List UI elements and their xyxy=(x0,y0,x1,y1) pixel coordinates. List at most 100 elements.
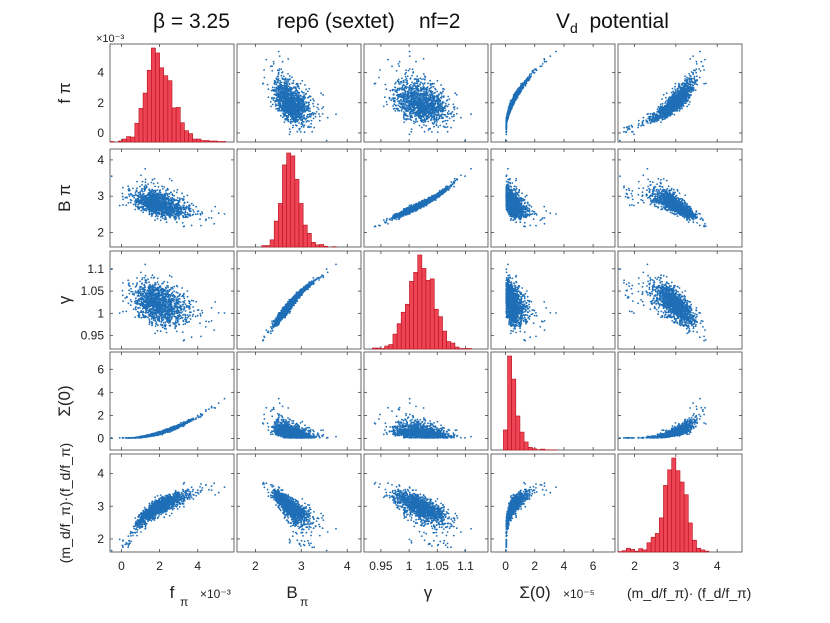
scatter-point xyxy=(282,61,284,63)
scatter-point xyxy=(294,87,296,89)
scatter-point xyxy=(268,88,270,90)
scatter-point xyxy=(309,110,311,112)
scatter-point xyxy=(280,84,282,86)
scatter-point xyxy=(283,115,285,117)
scatter-point xyxy=(296,118,298,120)
scatter-point xyxy=(310,99,312,101)
scatter-point xyxy=(277,76,279,78)
scatter-point xyxy=(406,80,408,82)
scatter-point xyxy=(291,77,293,79)
scatter-point xyxy=(287,99,289,101)
scatter-point xyxy=(304,84,306,86)
scatter-point xyxy=(311,131,313,133)
scatter-point xyxy=(304,111,306,113)
scatter-point xyxy=(285,100,287,102)
scatter-point xyxy=(298,122,300,124)
scatter-point xyxy=(285,85,287,87)
scatter-point xyxy=(287,58,289,60)
scatter-point xyxy=(296,115,298,117)
scatter-point xyxy=(289,128,291,130)
scatter-point xyxy=(291,111,293,113)
scatter-point xyxy=(287,73,289,75)
scatter-point xyxy=(306,121,308,123)
scatter-point xyxy=(300,131,302,133)
scatter-point xyxy=(301,109,303,111)
scatter-point xyxy=(290,115,292,117)
scatter-point xyxy=(305,118,307,120)
scatter-point xyxy=(309,116,311,118)
scatter-point xyxy=(309,127,311,129)
scatter-point xyxy=(315,116,317,118)
scatter-point xyxy=(285,108,287,110)
scatter-point xyxy=(295,121,297,123)
scatter-point xyxy=(304,125,306,127)
scatter-point xyxy=(278,51,280,53)
figure: β = 3.25 rep6 (sextet) nf=2 Vd potential… xyxy=(0,0,830,623)
scatter-point xyxy=(271,70,273,72)
scatter-point xyxy=(267,84,269,86)
scatter-point xyxy=(290,88,292,90)
scatter-point xyxy=(270,106,272,108)
scatter-point xyxy=(293,98,295,100)
scatter-point xyxy=(318,108,320,110)
scatter-point xyxy=(292,125,294,127)
scatter-point xyxy=(289,79,291,81)
scatter-point xyxy=(287,90,289,92)
histogram-bar xyxy=(168,81,172,142)
scatter-point xyxy=(287,115,289,117)
scatter-point xyxy=(277,110,279,112)
scatter-point xyxy=(265,59,267,61)
scatter-point xyxy=(274,101,276,103)
scatter-point xyxy=(293,95,295,97)
scatter-point xyxy=(300,95,302,97)
scatter-point xyxy=(272,86,274,88)
scatter-point xyxy=(298,115,300,117)
scatter-point xyxy=(279,100,281,102)
scatter-point xyxy=(273,61,275,63)
scatter-point xyxy=(304,95,306,97)
scatter-point xyxy=(273,99,275,101)
scatter-point xyxy=(284,83,286,85)
scatter-point xyxy=(284,118,286,120)
histogram-bar xyxy=(160,68,164,142)
scatter-point xyxy=(307,102,309,104)
scatter-point xyxy=(399,61,401,63)
scatter-point xyxy=(283,113,285,115)
scatter-point xyxy=(293,80,295,82)
scatter-point xyxy=(270,101,272,103)
scatter-point xyxy=(308,88,310,90)
histogram-bar xyxy=(127,137,131,142)
scatter-point xyxy=(307,90,309,92)
scatter-point xyxy=(322,94,324,96)
scatter-point xyxy=(289,131,291,133)
scatter-point xyxy=(283,75,285,77)
scatter-point xyxy=(293,87,295,89)
scatter-point xyxy=(286,106,288,108)
scatter-point xyxy=(335,113,337,115)
scatter-point xyxy=(315,113,317,115)
scatter-point xyxy=(283,87,285,89)
scatter-point xyxy=(297,111,299,113)
scatter-point xyxy=(310,113,312,115)
scatter-point xyxy=(290,94,292,96)
scatter-point xyxy=(297,91,299,93)
scatter-point xyxy=(300,103,302,105)
scatter-point xyxy=(318,113,320,115)
scatter-point xyxy=(277,88,279,90)
scatter-point xyxy=(296,83,298,85)
scatter-point xyxy=(279,80,281,82)
scatter-point xyxy=(310,126,312,128)
scatter-point xyxy=(278,108,280,110)
scatter-point xyxy=(319,116,321,118)
scatter-point xyxy=(280,68,282,70)
scatter-point xyxy=(292,127,294,129)
scatter-point xyxy=(322,113,324,115)
scatter-point xyxy=(280,97,282,99)
histogram-bar xyxy=(147,70,151,142)
scatter-point xyxy=(286,119,288,121)
scatter-point xyxy=(262,83,264,85)
scatter-point xyxy=(273,63,275,65)
scatter-point xyxy=(276,94,278,96)
histogram-bar xyxy=(151,48,155,142)
scatter-point xyxy=(312,114,314,116)
